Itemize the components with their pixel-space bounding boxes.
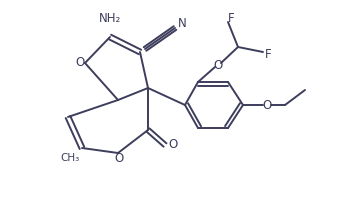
- Text: O: O: [168, 138, 178, 151]
- Text: O: O: [262, 98, 272, 112]
- Text: NH₂: NH₂: [99, 11, 121, 24]
- Text: O: O: [213, 59, 222, 72]
- Text: N: N: [178, 17, 186, 30]
- Text: F: F: [228, 11, 234, 24]
- Text: O: O: [114, 151, 124, 164]
- Text: F: F: [265, 47, 271, 60]
- Text: O: O: [75, 56, 84, 69]
- Text: CH₃: CH₃: [61, 153, 80, 163]
